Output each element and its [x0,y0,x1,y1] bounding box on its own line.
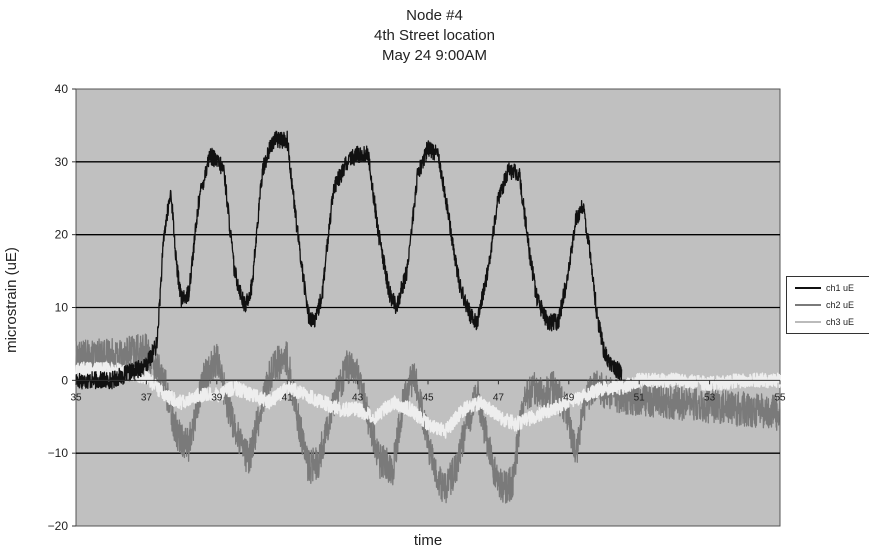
ytick-label-30: 30 [55,155,69,169]
legend-item-ch3: ch3 uE [795,315,854,329]
legend-swatch-ch1 [795,287,821,289]
chart-title-line-2: 4th Street location [374,27,495,44]
xtick-label-55: 55 [774,392,786,403]
xtick-label-53: 53 [704,392,716,403]
chart-title-line-3: May 24 9:00AM [381,47,488,64]
ytick-label-40: 40 [55,82,69,96]
legend-item-ch1: ch1 uE [795,281,854,295]
xtick-label-49: 49 [563,392,575,403]
series-line-ch1 [75,130,623,390]
legend-label-ch3: ch3 uE [826,317,855,327]
xtick-label-51: 51 [634,392,646,403]
x-axis-label: time [413,532,443,549]
y-axis-label: microstrain (uE) [3,247,20,353]
ytick-label--20: −20 [48,519,69,533]
ytick-label--10: −10 [48,446,69,460]
legend-swatch-ch2 [795,304,821,306]
series-line-ch2 [75,333,781,504]
ytick-label-10: 10 [55,301,69,315]
series-line-ch3 [75,361,781,439]
xtick-label-37: 37 [141,392,153,403]
legend: ch1 uE ch2 uE ch3 uE [786,276,869,334]
xtick-label-35: 35 [70,392,82,403]
xtick-label-43: 43 [352,392,364,403]
xtick-label-45: 45 [422,392,434,403]
ytick-label-20: 20 [55,228,69,242]
legend-item-ch2: ch2 uE [795,298,854,312]
legend-label-ch1: ch1 uE [826,283,855,293]
chart-title-line-1: Node #4 [406,7,463,24]
legend-swatch-ch3 [795,321,821,323]
xtick-label-41: 41 [282,392,294,403]
ytick-label-0: 0 [61,373,68,387]
xtick-label-39: 39 [211,392,223,403]
legend-label-ch2: ch2 uE [826,300,855,310]
xtick-label-47: 47 [493,392,505,403]
